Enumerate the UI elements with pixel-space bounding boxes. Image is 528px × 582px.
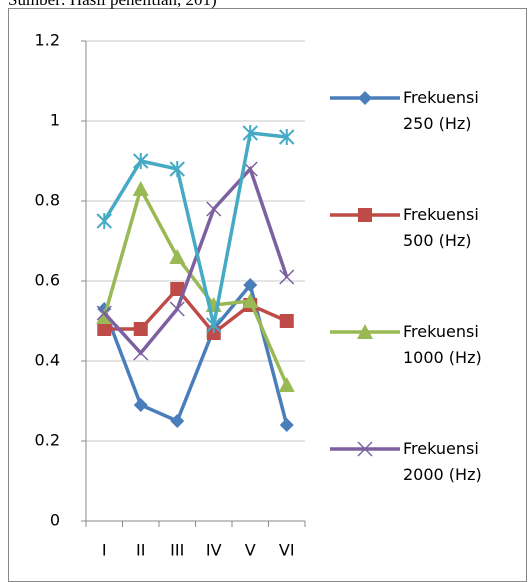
marker xyxy=(169,161,185,177)
x-tick-label: III xyxy=(170,541,184,560)
marker xyxy=(279,314,294,328)
legend-label: Frekuensi 2000 (Hz) xyxy=(403,439,482,484)
marker xyxy=(279,418,294,432)
x-tick-label: I xyxy=(102,541,107,560)
marker xyxy=(132,181,149,196)
x-tick-label: II xyxy=(136,541,145,560)
marker xyxy=(169,301,185,317)
marker xyxy=(170,414,185,428)
marker xyxy=(279,129,295,145)
marker xyxy=(133,398,148,412)
marker xyxy=(278,377,295,392)
x-tick-label: V xyxy=(245,541,256,560)
y-tick-label: 1 xyxy=(50,111,60,130)
marker xyxy=(133,153,149,169)
marker xyxy=(206,201,222,217)
marker xyxy=(169,249,186,264)
marker xyxy=(242,293,259,308)
x-tick-label: VI xyxy=(279,541,295,560)
legend-label: Frekuensi 500 (Hz) xyxy=(403,205,479,250)
y-tick-label: 0 xyxy=(50,511,60,530)
marker xyxy=(242,125,258,141)
marker xyxy=(96,309,113,324)
marker xyxy=(206,317,222,333)
marker xyxy=(96,213,112,229)
y-tick-label: 1.2 xyxy=(35,31,60,50)
y-tick-label: 0.8 xyxy=(35,191,60,210)
marker xyxy=(133,322,148,336)
y-tick-label: 0.2 xyxy=(35,431,60,450)
x-tick-label: IV xyxy=(206,541,222,560)
series-line xyxy=(102,184,289,386)
marker xyxy=(243,278,258,292)
marker xyxy=(133,345,149,361)
y-tick-label: 0.4 xyxy=(35,351,60,370)
marker xyxy=(358,91,372,105)
series-line xyxy=(102,281,289,426)
source-note: Sumber: Hasil penelitian, 201) xyxy=(8,0,217,10)
marker xyxy=(170,282,185,296)
marker xyxy=(97,322,112,336)
marker xyxy=(357,324,373,339)
marker xyxy=(357,441,373,457)
marker xyxy=(96,305,112,321)
marker xyxy=(358,208,372,222)
marker xyxy=(279,269,295,285)
legend-label: Frekuensi 1000 (Hz) xyxy=(403,322,482,367)
series-line xyxy=(102,131,287,326)
legend-label: Frekuensi 250 (Hz) xyxy=(403,88,479,133)
y-tick-label: 0.6 xyxy=(35,271,60,290)
